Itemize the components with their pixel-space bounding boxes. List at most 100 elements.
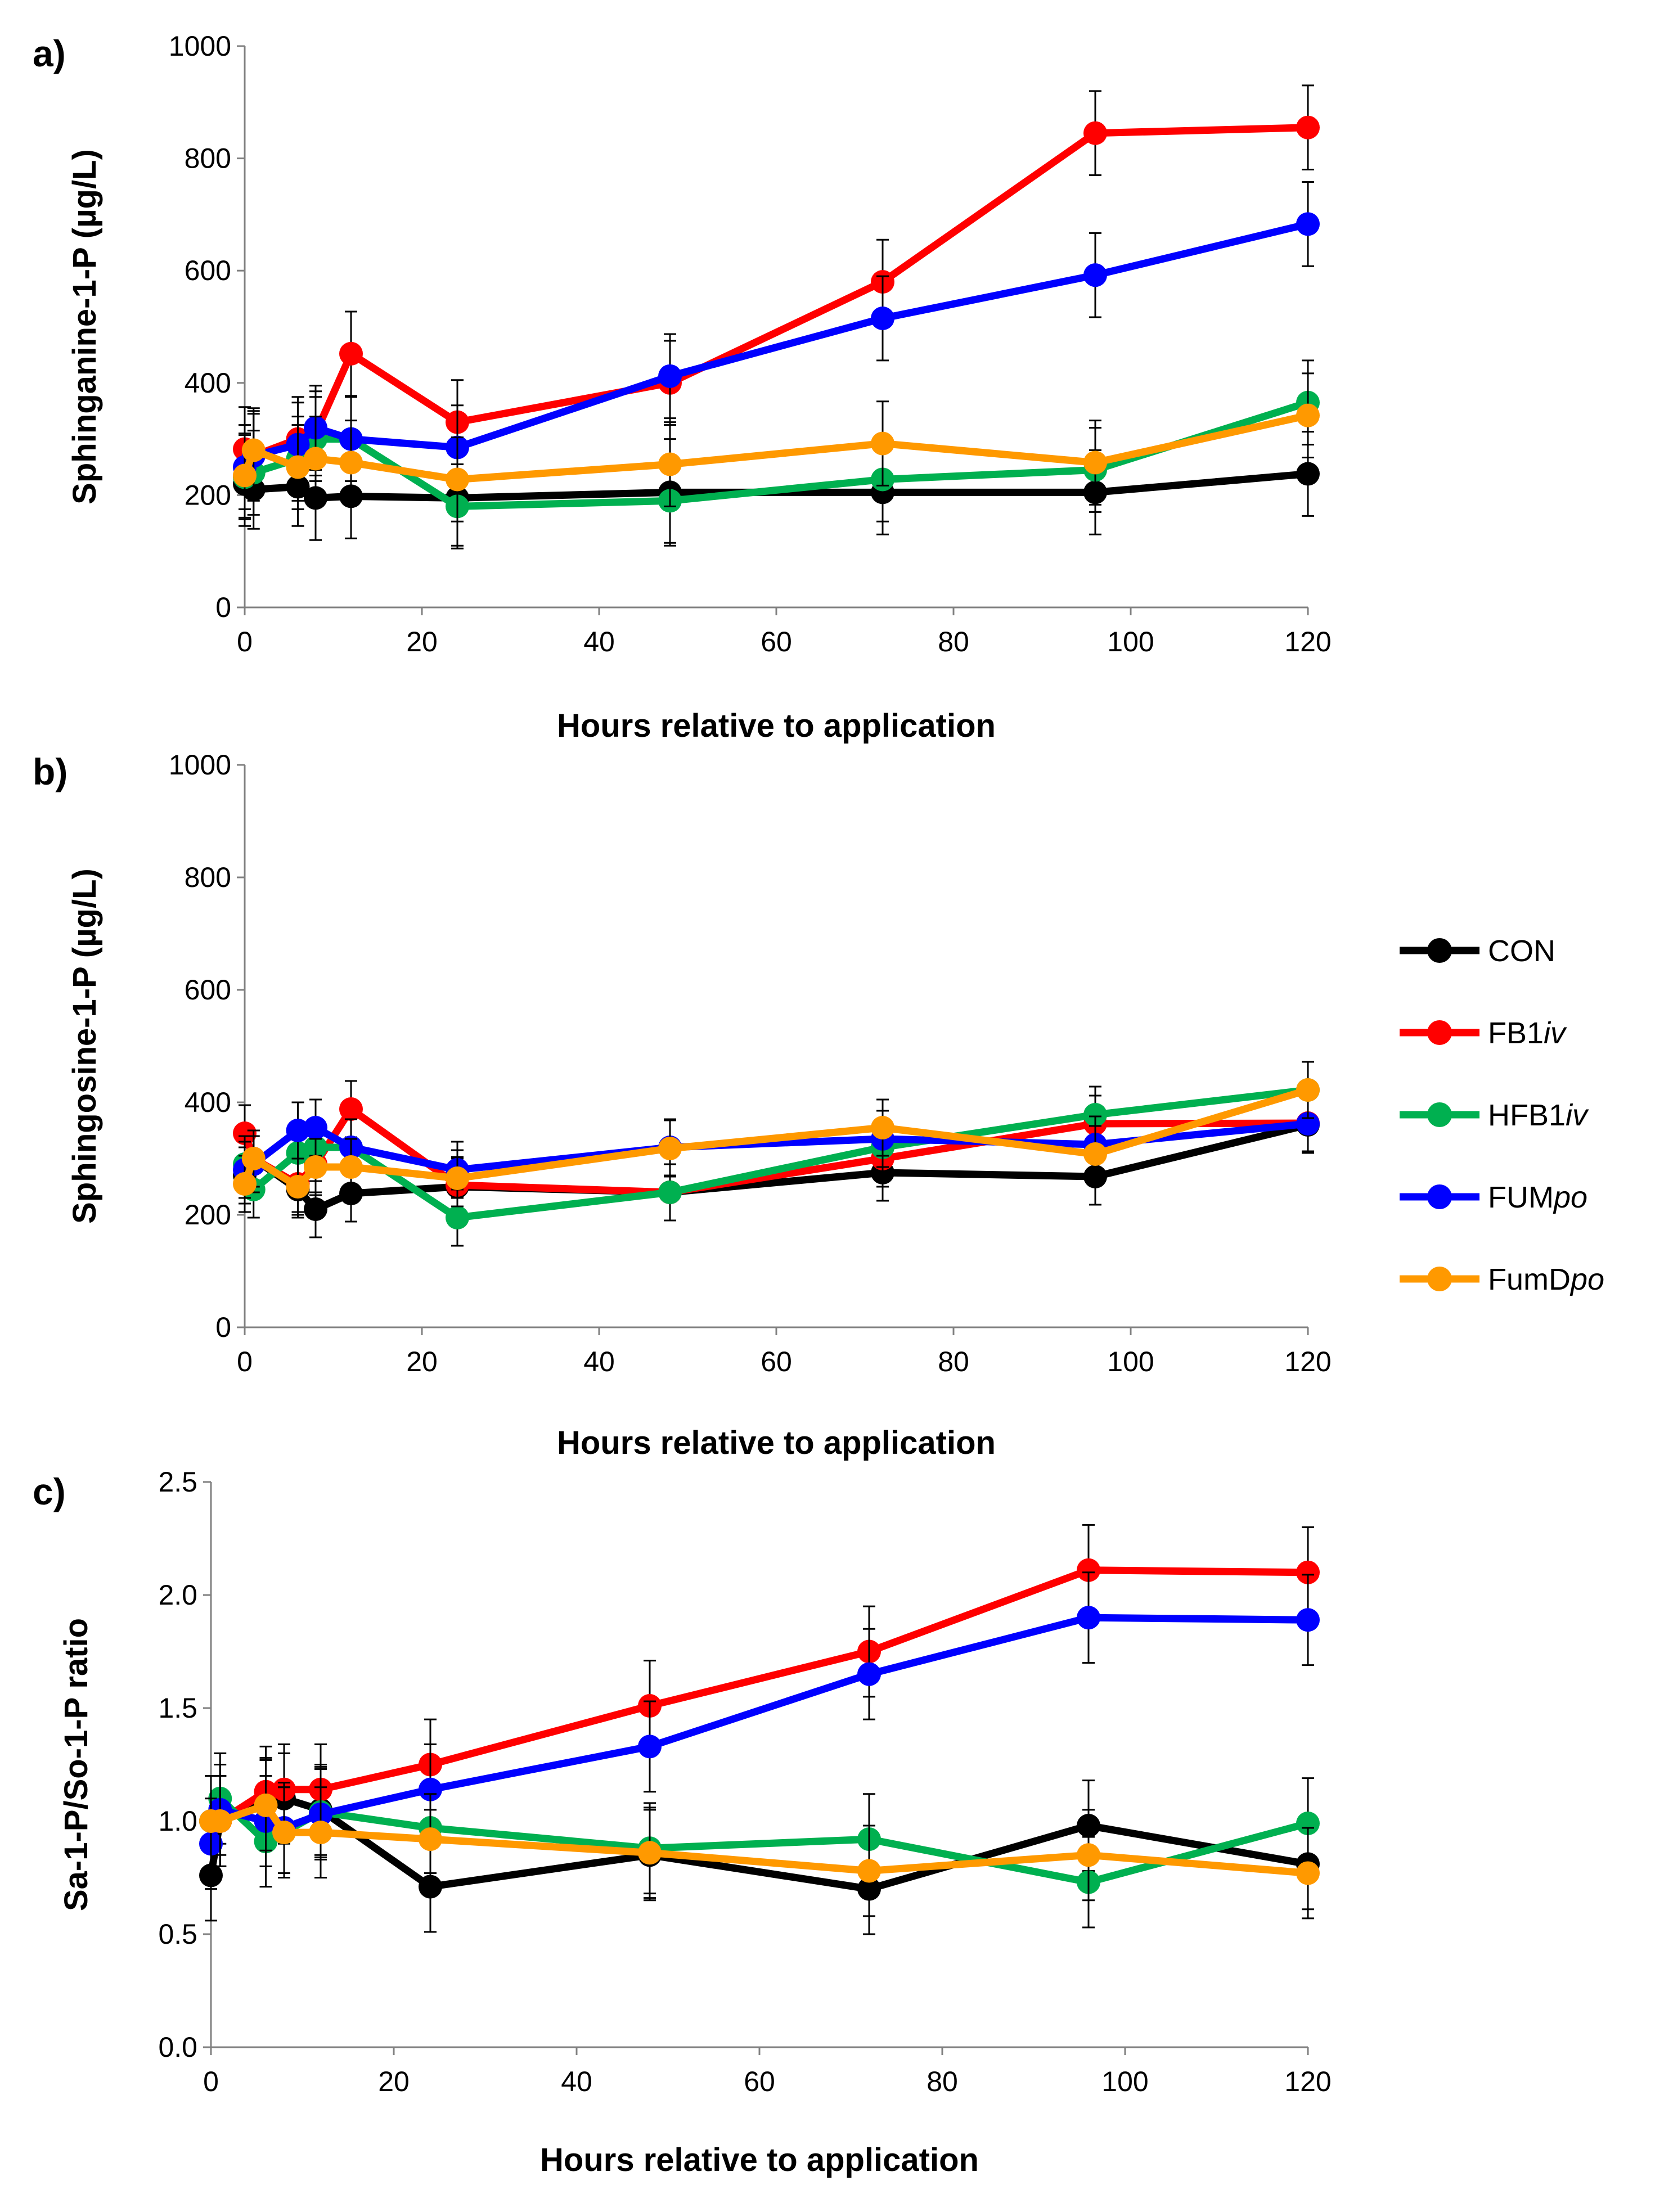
panel-b-point-fumdpo bbox=[871, 1116, 894, 1139]
panel-c-label: c) bbox=[33, 1471, 66, 1512]
panel-b-point-fumdpo bbox=[658, 1137, 682, 1160]
panel-c-line-fumpo bbox=[207, 1614, 1308, 1845]
panel-b-point-hfb1iv bbox=[658, 1181, 682, 1204]
panel-a-line-fumdpo bbox=[241, 412, 1309, 483]
panel-a-point-fumdpo bbox=[1083, 450, 1107, 475]
legend-label-route: po bbox=[1553, 1181, 1587, 1214]
panel-a-y-axis-title: Sphinganine-1-P (µg/L) bbox=[66, 149, 103, 504]
panel-c-x-axis-title: Hours relative to application bbox=[540, 2142, 979, 2178]
panel-c-x-tick-label: 0 bbox=[203, 2066, 219, 2097]
panel-c-point-fumdpo bbox=[272, 1821, 296, 1845]
legend-label: HFB1iv bbox=[1488, 1098, 1589, 1132]
legend-entry-fb1iv: FB1iv bbox=[1400, 1016, 1567, 1050]
panel-c-x-tick-label: 100 bbox=[1101, 2066, 1148, 2097]
panel-a-point-fumdpo bbox=[446, 467, 469, 492]
legend-label: FUMpo bbox=[1488, 1181, 1587, 1214]
panel-c-y-axis-title: Sa-1-P/So-1-P ratio bbox=[58, 1618, 95, 1911]
panel-b-line-hfb1iv bbox=[241, 1086, 1308, 1222]
panel-a-series-fb1iv bbox=[233, 84, 1320, 502]
panel-a-point-fumdpo bbox=[1296, 403, 1320, 427]
panel-a-y-tick-label: 0 bbox=[215, 592, 231, 623]
panel-a-y-tick-label: 600 bbox=[185, 255, 231, 286]
panel-b-point-fumdpo bbox=[339, 1155, 363, 1179]
panel-b-series-fumdpo bbox=[233, 1061, 1320, 1216]
panel-b-point-fumpo bbox=[304, 1116, 327, 1139]
legend-label-route: iv bbox=[1566, 1098, 1589, 1132]
panel-a-point-fumdpo bbox=[871, 431, 894, 456]
panel-b-y-tick-label: 800 bbox=[185, 862, 231, 893]
panel-b-point-fumdpo bbox=[446, 1166, 469, 1190]
panel-a-point-fumdpo bbox=[339, 450, 363, 475]
legend-swatch-marker bbox=[1427, 938, 1452, 963]
panel-c-x-tick-label: 40 bbox=[561, 2066, 592, 2097]
panel-b-point-fumdpo bbox=[233, 1172, 257, 1196]
panel-b-x-tick-label: 80 bbox=[938, 1346, 969, 1377]
panel-b-y-tick-label: 1000 bbox=[169, 749, 231, 781]
panel-a-series-fumdpo bbox=[233, 372, 1320, 522]
panel-c-y-tick-label: 0.5 bbox=[158, 1918, 197, 1950]
panel-a-point-fumpo bbox=[658, 364, 682, 388]
panel-c-line-fumdpo bbox=[211, 1801, 1308, 1877]
panel-c-y-tick-label: 2.5 bbox=[158, 1466, 197, 1498]
panel-c-point-fumdpo bbox=[309, 1821, 332, 1845]
panel-c-series-fumdpo bbox=[199, 1759, 1320, 1920]
panel-a-series-fumpo bbox=[233, 181, 1320, 510]
panel-c-x-tick-label: 120 bbox=[1284, 2066, 1331, 2097]
panel-a-point-fumdpo bbox=[241, 438, 266, 462]
panel-a-point-fumdpo bbox=[658, 452, 682, 476]
panel-a-x-tick-label: 80 bbox=[938, 626, 969, 657]
panel-a-point-fumpo bbox=[1083, 263, 1107, 287]
panel-b-point-fumdpo bbox=[304, 1155, 327, 1179]
legend-label-base: CON bbox=[1488, 934, 1555, 968]
panel-c-point-fumpo bbox=[1296, 1608, 1320, 1632]
panel-a-line-fb1iv bbox=[242, 124, 1308, 460]
panel-a-y-tick-label: 1000 bbox=[169, 30, 231, 62]
panel-c-point-fumdpo bbox=[1296, 1861, 1320, 1885]
panel-b-x-tick-label: 100 bbox=[1107, 1346, 1154, 1377]
panel-c-x-tick-label: 80 bbox=[927, 2066, 958, 2097]
legend-swatch-marker bbox=[1427, 1184, 1452, 1209]
legend-entry-fumpo: FUMpo bbox=[1400, 1181, 1587, 1214]
panel-c-point-fumdpo bbox=[208, 1809, 232, 1833]
panel-b-y-tick-label: 200 bbox=[185, 1199, 231, 1231]
panel-c-point-fumdpo bbox=[1077, 1843, 1100, 1867]
legend-label-base: FB1 bbox=[1488, 1016, 1544, 1050]
panel-b-point-fumpo bbox=[286, 1119, 310, 1142]
panel-c-point-fumpo bbox=[857, 1662, 881, 1686]
legend-label: CON bbox=[1488, 934, 1555, 968]
panel-a-point-fumdpo bbox=[304, 447, 327, 471]
panel-a-point-fb1iv bbox=[1296, 115, 1320, 139]
panel-c-point-con bbox=[419, 1875, 442, 1899]
panel-a-y-tick-label: 200 bbox=[185, 479, 231, 511]
panel-b-point-fumdpo bbox=[241, 1147, 266, 1170]
panel-c-point-fumdpo bbox=[638, 1841, 662, 1865]
panel-b-point-fb1iv bbox=[233, 1121, 257, 1145]
panel-c-y-tick-label: 1.5 bbox=[158, 1692, 197, 1724]
panel-a-x-axis-title: Hours relative to application bbox=[557, 708, 996, 744]
legend-entry-fumdpo: FumDpo bbox=[1400, 1263, 1604, 1296]
panel-a-x-tick-label: 20 bbox=[406, 626, 438, 657]
panel-c-point-fumdpo bbox=[254, 1793, 278, 1817]
panel-c-point-fumpo bbox=[638, 1735, 662, 1759]
panel-a-point-fb1iv bbox=[1083, 121, 1107, 145]
panel-c-point-fumpo bbox=[1077, 1606, 1100, 1630]
panel-a-point-fb1iv bbox=[339, 341, 363, 366]
panel-c-point-fumdpo bbox=[419, 1827, 442, 1851]
panel-a-chart: a) 0 200 400 600 800 1000 0 20 40 60 80 100 120 Hours … bbox=[33, 30, 1332, 744]
panel-a-x-tick-label: 60 bbox=[761, 626, 792, 657]
legend-swatch-marker bbox=[1427, 1267, 1452, 1291]
panel-c-chart: c) 0.0 0.5 1.0 1.5 2.0 2.5 0 20 40 60 80 100 120 Hours… bbox=[33, 1466, 1332, 2178]
panel-a-point-con bbox=[1296, 462, 1320, 486]
panel-a-point-fumpo bbox=[871, 307, 894, 331]
panel-b-point-hfb1iv bbox=[446, 1206, 469, 1229]
legend-swatch-marker bbox=[1427, 1102, 1452, 1127]
panel-b-x-axis-title: Hours relative to application bbox=[557, 1425, 996, 1461]
panel-b-point-fumdpo bbox=[1296, 1078, 1320, 1102]
legend-label-base: FumD bbox=[1488, 1263, 1571, 1296]
panel-b-line-fumdpo bbox=[241, 1086, 1309, 1191]
panel-a-x-tick-label: 0 bbox=[237, 626, 253, 657]
legend-label-route: iv bbox=[1544, 1016, 1567, 1050]
